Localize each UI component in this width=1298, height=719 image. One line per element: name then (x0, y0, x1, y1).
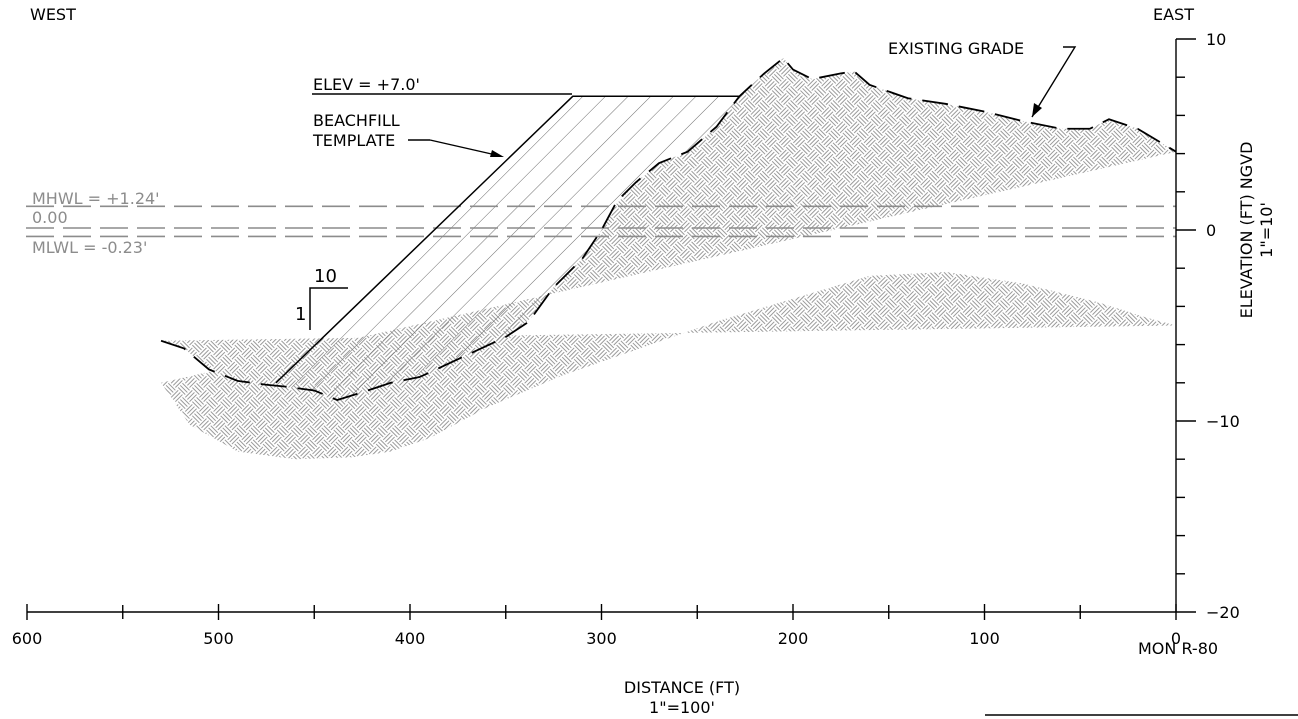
beachfill-hatch (275, 96, 740, 400)
y-axis-scale: 1"=10' (1257, 202, 1276, 258)
x-tick-labels: 600 500 400 300 200 100 0 (12, 629, 1181, 648)
west-label: WEST (30, 5, 76, 24)
y-tick-labels: 10 0 −10 −20 (1206, 30, 1240, 622)
x-axis-scale: 1"=100' (649, 698, 715, 717)
template-label-line2: TEMPLATE (312, 131, 395, 150)
existing-grade-label: EXISTING GRADE (888, 39, 1024, 58)
slope-indicator: 10 1 (295, 266, 348, 330)
y-tick-label: 10 (1206, 30, 1226, 49)
y-tick-label: 0 (1206, 221, 1216, 240)
y-tick-label: −10 (1206, 412, 1240, 431)
x-tick-label: 500 (203, 629, 234, 648)
x-tick-label: 300 (586, 629, 617, 648)
existing-grade-arrowhead (1032, 103, 1042, 117)
x-tick-label: 400 (395, 629, 426, 648)
svg-text:1: 1 (295, 304, 306, 325)
mon-label: MON R-80 (1138, 639, 1218, 658)
template-leader-arrow (429, 139, 497, 156)
template-label-line1: BEACHFILL (313, 111, 400, 130)
x-tick-label: 200 (778, 629, 809, 648)
y-axis-title: ELEVATION (FT) NGVD (1237, 142, 1256, 319)
mhwl-label: MHWL = +1.24' (32, 189, 160, 208)
x-tick-label: 100 (969, 629, 1000, 648)
axes (26, 38, 1196, 620)
mlwl-label: MLWL = -0.23' (32, 238, 147, 257)
elev-label: ELEV = +7.0' (313, 75, 420, 94)
x-tick-label: 600 (12, 629, 43, 648)
x-axis-title: DISTANCE (FT) (624, 678, 740, 697)
existing-grade-leader (1031, 46, 1077, 118)
template-arrowhead (490, 150, 504, 157)
y-tick-label: −20 (1206, 603, 1240, 622)
x-tick-label: 0 (1171, 629, 1181, 648)
water-levels (26, 205, 1176, 238)
beachfill-template-line (275, 95, 740, 384)
existing-grade-line (160, 56, 1177, 401)
zero-label: 0.00 (32, 208, 68, 227)
east-label: EAST (1153, 5, 1194, 24)
y-axis-title-group: ELEVATION (FT) NGVD 1"=10' (1237, 142, 1276, 319)
svg-text:10: 10 (314, 266, 337, 287)
